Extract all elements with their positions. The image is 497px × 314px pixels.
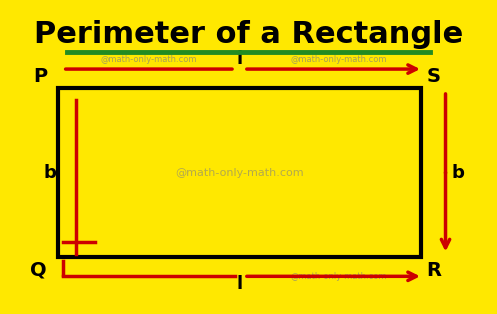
Text: Q: Q <box>30 261 47 280</box>
Text: P: P <box>33 67 47 86</box>
Text: R: R <box>426 261 441 280</box>
Text: l: l <box>237 50 243 68</box>
Text: @math-only-math.com: @math-only-math.com <box>100 55 197 64</box>
Text: b: b <box>451 164 464 182</box>
Text: l: l <box>237 275 243 293</box>
Text: @math-only-math.com: @math-only-math.com <box>291 55 387 64</box>
Text: Perimeter of a Rectangle: Perimeter of a Rectangle <box>34 20 463 49</box>
Text: @math-only-math.com: @math-only-math.com <box>291 272 387 281</box>
Text: S: S <box>426 67 440 86</box>
Text: b: b <box>43 164 56 182</box>
FancyBboxPatch shape <box>13 0 484 314</box>
Bar <box>58 88 420 257</box>
Text: @math-only-math.com: @math-only-math.com <box>175 168 304 178</box>
